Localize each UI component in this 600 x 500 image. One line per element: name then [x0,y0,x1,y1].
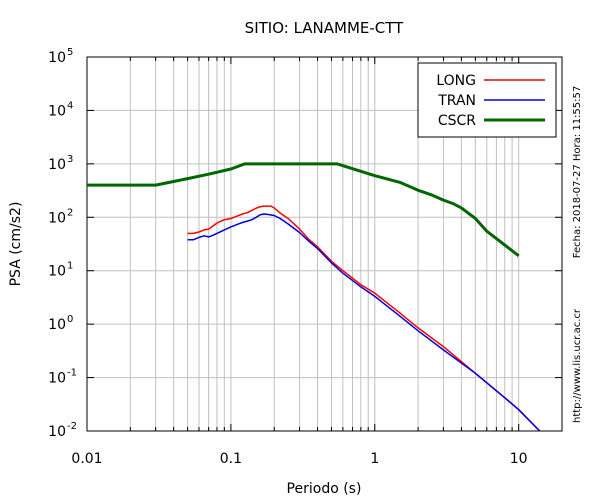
url-stamp: http://www.lis.ucr.ac.cr [572,308,583,423]
y-axis-label-group: PSA (cm/s2) [8,202,24,287]
y-tick-exponent: 3 [67,154,73,165]
date-stamp-group: Fecha: 2018-07-27 Hora: 11:55:57 [572,86,583,259]
plot-border [86,56,563,432]
url-stamp-group: http://www.lis.ucr.ac.cr [572,308,583,423]
y-tick-label: 10 [48,50,66,66]
y-tick-label: 10 [48,424,66,440]
y-tick-exponent: -1 [67,368,77,379]
y-tick-label: 10 [48,371,66,387]
y-tick-exponent: 4 [67,100,73,111]
x-tick-label: 0.01 [71,451,102,467]
chart-title: SITIO: LANAMME-CTT [245,19,404,37]
y-tick-exponent: 1 [67,261,73,272]
x-tick-label: 0.1 [220,451,242,467]
legend-label: TRAN [437,93,476,109]
y-tick-label: 10 [48,210,66,226]
y-tick-label: 10 [48,103,66,119]
series-line-tran [187,213,541,432]
y-tick-exponent: 2 [67,207,73,218]
legend: LONG TRAN CSCR [417,62,557,138]
y-tick-label: 10 [48,157,66,173]
series-lines [87,162,541,432]
series-line-cscr [87,162,520,257]
y-tick-exponent: 5 [67,47,73,58]
x-axis-label: Periodo (s) [287,481,362,497]
series-line-long [187,205,541,432]
legend-label: CSCR [438,113,476,129]
x-tick-label: 10 [510,451,528,467]
y-tick-exponent: 0 [67,314,73,325]
y-tick-label: 10 [48,264,66,280]
y-axis-label: PSA (cm/s2) [8,202,24,287]
y-tick-exponent: -2 [67,421,77,432]
x-tick-label: 1 [370,451,379,467]
grid-lines [86,56,563,432]
legend-label: LONG [436,73,476,89]
date-stamp: Fecha: 2018-07-27 Hora: 11:55:57 [572,86,583,259]
y-tick-label: 10 [48,317,66,333]
